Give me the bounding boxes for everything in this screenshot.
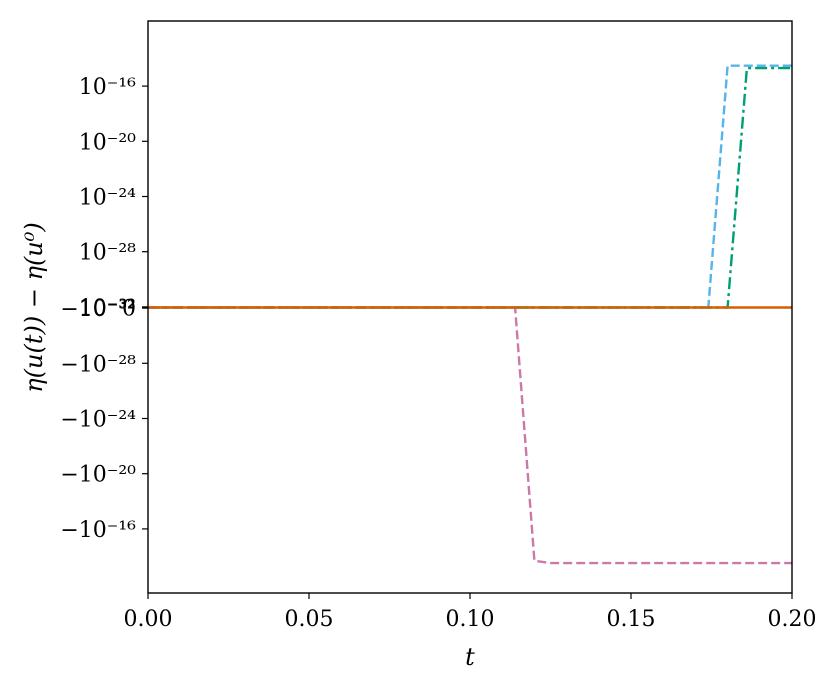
series-line-2	[148, 66, 792, 309]
y-tick-label: 0	[122, 297, 136, 322]
x-tick-label: 0.10	[446, 607, 495, 632]
ticks-layer: 0.00 0.05 0.10 0.15 0.20 10⁻¹⁶ 10⁻²⁰ 10⁻²⁴ 10⁻²⁸…	[60, 75, 816, 632]
y-tick-label: 10⁻²⁰	[79, 130, 136, 155]
x-tick-label: 0.20	[768, 607, 817, 632]
y-tick-label: −10⁻²⁴	[60, 408, 136, 433]
series-line-1	[148, 64, 792, 309]
plot-frame	[147, 20, 793, 594]
x-tick-label: 0.15	[607, 607, 656, 632]
y-tick-label: −10⁻²⁰	[60, 463, 136, 488]
y-axis-label: η(u(t)) − η(u⁰)	[20, 222, 48, 392]
y-tick-label: −10⁻¹⁶	[60, 518, 136, 543]
x-tick-label: 0.00	[124, 607, 173, 632]
y-tick-label: 10⁻¹⁶	[79, 75, 136, 100]
y-tick-label: −10⁻³²	[60, 297, 136, 322]
x-tick-label: 0.05	[285, 607, 334, 632]
y-tick-label: −10⁻²⁸	[60, 352, 136, 377]
y-tick-label: 10⁻²⁴	[79, 186, 136, 211]
series-layer	[148, 64, 792, 565]
y-tick-label: 10⁻³²	[79, 296, 136, 321]
x-axis-label: t	[465, 643, 475, 671]
y-tick-label: 10⁻²⁸	[79, 241, 136, 266]
series-line-3	[148, 306, 792, 565]
